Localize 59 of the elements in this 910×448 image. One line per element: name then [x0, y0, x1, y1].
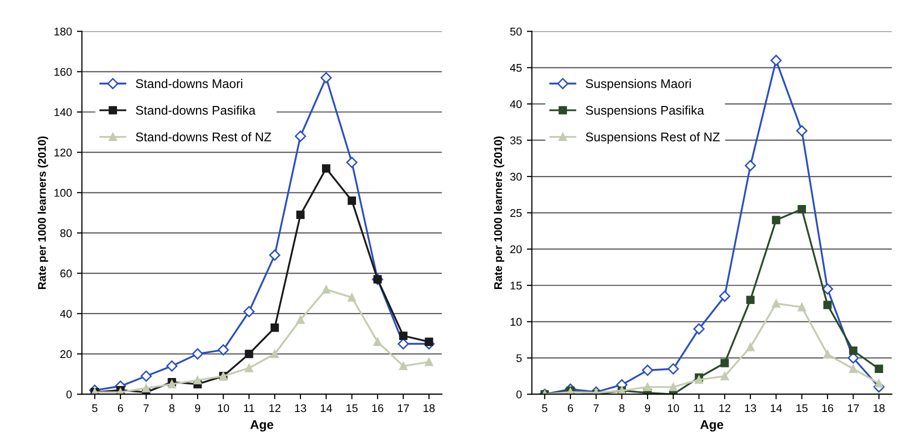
- x-tick-label: 18: [424, 404, 435, 412]
- x-tick-label: 7: [594, 404, 599, 412]
- x-tick-label: 5: [542, 404, 548, 412]
- legend-label: Suspensions Maori: [586, 78, 691, 91]
- x-axis-title: Age: [250, 420, 274, 432]
- legend-label: Suspensions Rest of NZ: [586, 132, 720, 144]
- y-tick-label: 25: [510, 209, 522, 217]
- legend-label: Stand-downs Maori: [136, 78, 242, 88]
- x-tick-label: 14: [770, 404, 782, 412]
- legend-label: Stand-downs Rest of NZ: [136, 132, 272, 142]
- y-tick-label: 10: [510, 318, 522, 326]
- y-tick-label: 15: [510, 282, 522, 290]
- y-tick-label: 60: [60, 270, 72, 278]
- x-tick-label: 15: [346, 404, 358, 412]
- y-tick-label: 120: [54, 148, 72, 156]
- y-tick-label: 40: [510, 100, 522, 108]
- y-tick-label: 30: [510, 172, 522, 181]
- y-tick-label: 0: [516, 390, 522, 398]
- x-tick-label: 7: [144, 404, 149, 412]
- legend-label: Stand-downs Pasifika: [136, 106, 256, 115]
- x-tick-label: 13: [295, 404, 306, 412]
- x-tick-label: 11: [244, 404, 254, 412]
- x-tick-label: 12: [269, 404, 280, 412]
- x-tick-label: 12: [719, 404, 730, 412]
- y-tick-label: 180: [54, 28, 72, 36]
- x-tick-label: 13: [745, 404, 756, 412]
- x-tick-label: 9: [195, 404, 200, 412]
- y-tick-label: 50: [510, 28, 522, 36]
- x-tick-label: 16: [822, 404, 834, 412]
- y-tick-label: 20: [510, 245, 522, 254]
- x-tick-label: 15: [796, 404, 808, 412]
- y-axis-title: Rate per 1000 learners (2010): [494, 136, 504, 289]
- x-tick-label: 6: [568, 404, 574, 412]
- y-tick-label: 0: [66, 390, 72, 398]
- y-tick-label: 20: [60, 350, 72, 358]
- x-axis-title: Age: [700, 420, 724, 432]
- x-tick-label: 8: [619, 404, 624, 412]
- x-tick-label: 8: [169, 404, 174, 412]
- y-tick-label: 35: [510, 136, 522, 144]
- y-tick-label: 100: [54, 188, 72, 197]
- x-tick-label: 9: [644, 404, 650, 412]
- y-tick-label: 160: [54, 68, 72, 76]
- x-tick-label: 6: [118, 404, 124, 412]
- x-tick-label: 10: [668, 404, 679, 412]
- legend-label: Suspensions Pasifika: [586, 106, 704, 118]
- x-tick-label: 10: [218, 404, 230, 412]
- x-tick-label: 18: [874, 404, 885, 412]
- x-tick-label: 16: [372, 404, 384, 412]
- x-tick-label: 11: [694, 404, 704, 412]
- y-tick-label: 5: [516, 354, 522, 362]
- x-tick-label: 17: [398, 404, 409, 412]
- x-tick-label: 17: [848, 404, 859, 412]
- y-axis-title: Rate per 1000 learners (2010): [38, 136, 48, 289]
- y-tick-label: 80: [60, 229, 72, 238]
- y-tick-label: 45: [510, 64, 522, 72]
- y-tick-label: 140: [54, 108, 72, 116]
- x-tick-label: 5: [92, 404, 98, 412]
- y-tick-label: 40: [60, 310, 72, 318]
- x-tick-label: 14: [320, 404, 332, 412]
